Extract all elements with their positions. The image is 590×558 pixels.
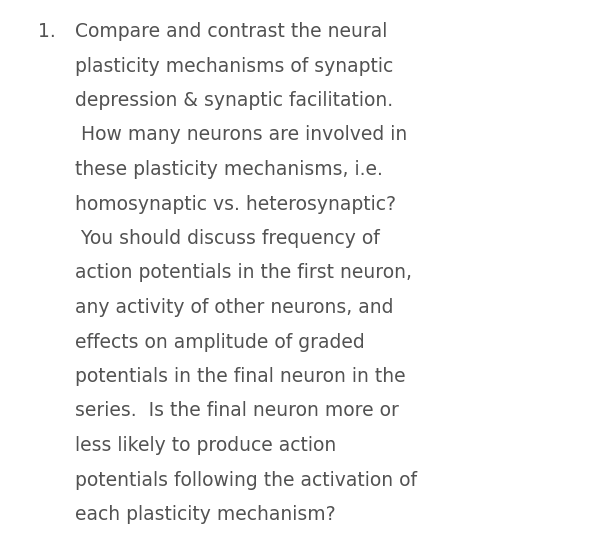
Text: You should discuss frequency of: You should discuss frequency of: [75, 229, 380, 248]
Text: homosynaptic vs. heterosynaptic?: homosynaptic vs. heterosynaptic?: [75, 195, 396, 214]
Text: Compare and contrast the neural: Compare and contrast the neural: [75, 22, 388, 41]
Text: any activity of other neurons, and: any activity of other neurons, and: [75, 298, 394, 317]
Text: these plasticity mechanisms, i.e.: these plasticity mechanisms, i.e.: [75, 160, 383, 179]
Text: effects on amplitude of graded: effects on amplitude of graded: [75, 333, 365, 352]
Text: How many neurons are involved in: How many neurons are involved in: [75, 126, 407, 145]
Text: less likely to produce action: less likely to produce action: [75, 436, 336, 455]
Text: 1.: 1.: [38, 22, 55, 41]
Text: series.  Is the final neuron more or: series. Is the final neuron more or: [75, 402, 399, 421]
Text: action potentials in the first neuron,: action potentials in the first neuron,: [75, 263, 412, 282]
Text: plasticity mechanisms of synaptic: plasticity mechanisms of synaptic: [75, 56, 394, 75]
Text: each plasticity mechanism?: each plasticity mechanism?: [75, 505, 336, 524]
Text: potentials following the activation of: potentials following the activation of: [75, 470, 417, 489]
Text: potentials in the final neuron in the: potentials in the final neuron in the: [75, 367, 406, 386]
Text: depression & synaptic facilitation.: depression & synaptic facilitation.: [75, 91, 393, 110]
